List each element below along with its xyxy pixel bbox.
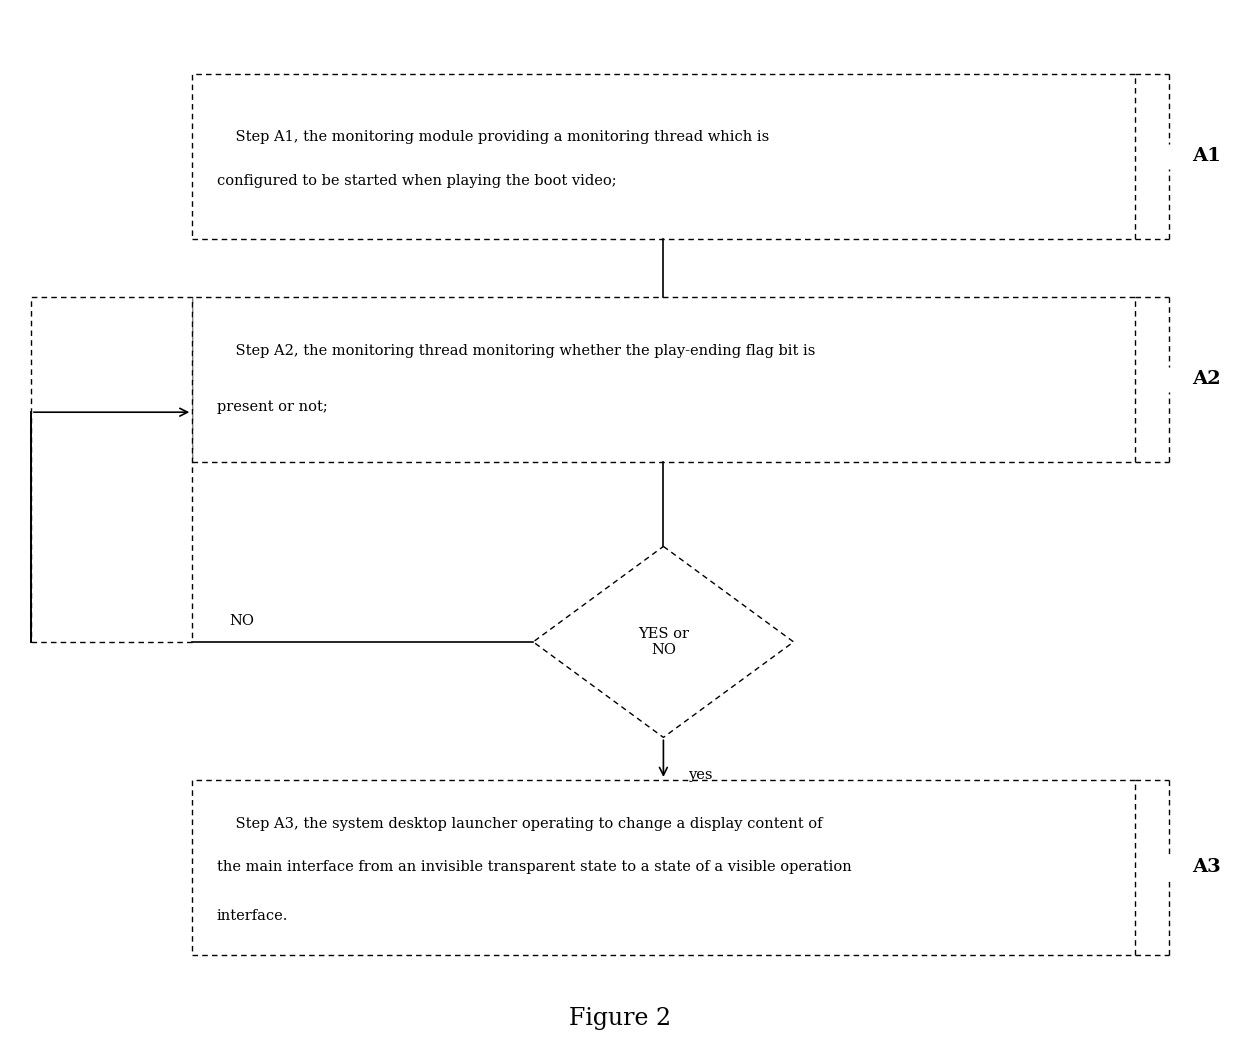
Text: the main interface from an invisible transparent state to a state of a visible o: the main interface from an invisible tra… bbox=[217, 860, 852, 874]
Text: A1: A1 bbox=[1192, 147, 1220, 166]
Text: Step A1, the monitoring module providing a monitoring thread which is: Step A1, the monitoring module providing… bbox=[217, 129, 769, 143]
Bar bbox=[192, 297, 1135, 462]
Bar bbox=[192, 780, 1135, 955]
Text: Step A2, the monitoring thread monitoring whether the play-ending flag bit is: Step A2, the monitoring thread monitorin… bbox=[217, 345, 816, 359]
Text: interface.: interface. bbox=[217, 909, 289, 923]
Text: present or not;: present or not; bbox=[217, 400, 327, 414]
Text: A2: A2 bbox=[1192, 370, 1220, 388]
Polygon shape bbox=[533, 546, 794, 737]
Text: Step A3, the system desktop launcher operating to change a display content of: Step A3, the system desktop launcher ope… bbox=[217, 817, 822, 831]
Text: configured to be started when playing the boot video;: configured to be started when playing th… bbox=[217, 174, 616, 188]
Text: yes: yes bbox=[688, 767, 713, 782]
Bar bbox=[192, 74, 1135, 239]
Text: NO: NO bbox=[229, 613, 254, 628]
Text: A3: A3 bbox=[1192, 858, 1220, 876]
Bar bbox=[31, 297, 192, 642]
Text: YES or
NO: YES or NO bbox=[637, 627, 689, 657]
Text: Figure 2: Figure 2 bbox=[569, 1007, 671, 1030]
